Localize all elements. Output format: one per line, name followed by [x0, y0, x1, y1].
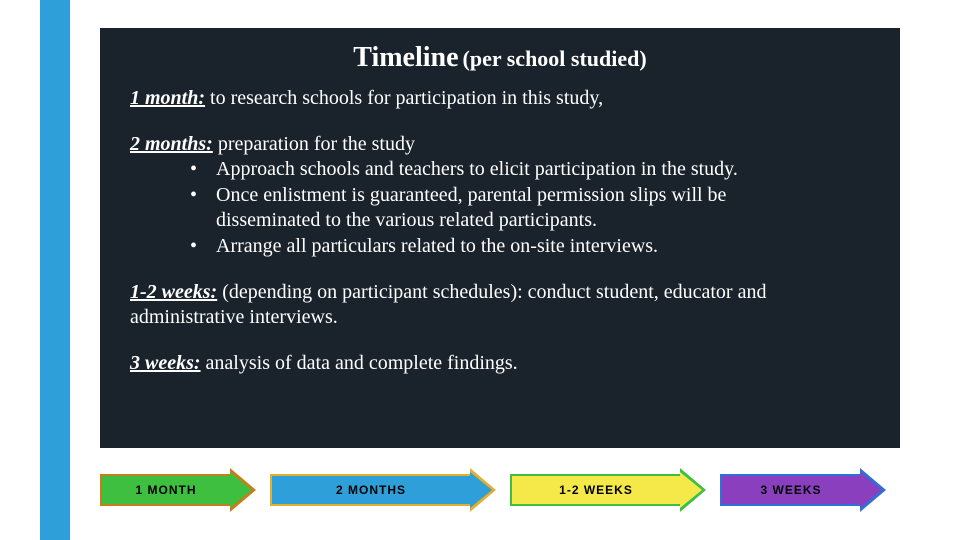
section-2months: 2 months: preparation for the study Appr…	[130, 132, 870, 260]
side-accent-bar	[40, 0, 70, 540]
timeline-arrows-row: 1 MONTH 2 MONTHS 1-2 WEEKS 3 WEEKS	[100, 470, 920, 510]
section-label: 1 month:	[130, 87, 205, 109]
arrow-1month: 1 MONTH	[100, 474, 256, 506]
section-3weeks: 3 weeks: analysis of data and complete f…	[130, 351, 870, 377]
section-label: 3 weeks:	[130, 352, 201, 374]
section-1-2weeks: 1-2 weeks: (depending on participant sch…	[130, 280, 870, 331]
arrow-2months: 2 MONTHS	[270, 474, 496, 506]
panel-title: Timeline (per school studied)	[130, 42, 870, 74]
bullet-item: Once enlistment is guaranteed, parental …	[190, 183, 830, 234]
bullet-item: Approach schools and teachers to elicit …	[190, 157, 830, 183]
chevron-right-icon	[680, 468, 706, 512]
section-label: 2 months:	[130, 133, 213, 155]
chevron-right-icon	[230, 468, 256, 512]
arrow-3weeks: 3 WEEKS	[720, 474, 886, 506]
arrow-label: 3 WEEKS	[720, 474, 860, 506]
section-text: analysis of data and complete findings.	[201, 352, 518, 374]
title-main: Timeline	[353, 42, 458, 73]
title-sub: (per school studied)	[463, 46, 647, 71]
arrow-label: 2 MONTHS	[270, 474, 470, 506]
section-text: (depending on participant schedules): co…	[130, 281, 766, 329]
section-bullets: Approach schools and teachers to elicit …	[130, 157, 830, 259]
section-1month: 1 month: to research schools for partici…	[130, 86, 870, 112]
bullet-item: Arrange all particulars related to the o…	[190, 234, 830, 260]
section-text: preparation for the study	[213, 133, 415, 155]
section-label: 1-2 weeks:	[130, 281, 217, 303]
chevron-right-icon	[470, 468, 496, 512]
timeline-panel: Timeline (per school studied) 1 month: t…	[100, 28, 900, 448]
arrow-1-2weeks: 1-2 WEEKS	[510, 474, 706, 506]
arrow-label: 1 MONTH	[100, 474, 230, 506]
chevron-right-icon	[860, 468, 886, 512]
arrow-label: 1-2 WEEKS	[510, 474, 680, 506]
section-text: to research schools for participation in…	[205, 87, 603, 109]
